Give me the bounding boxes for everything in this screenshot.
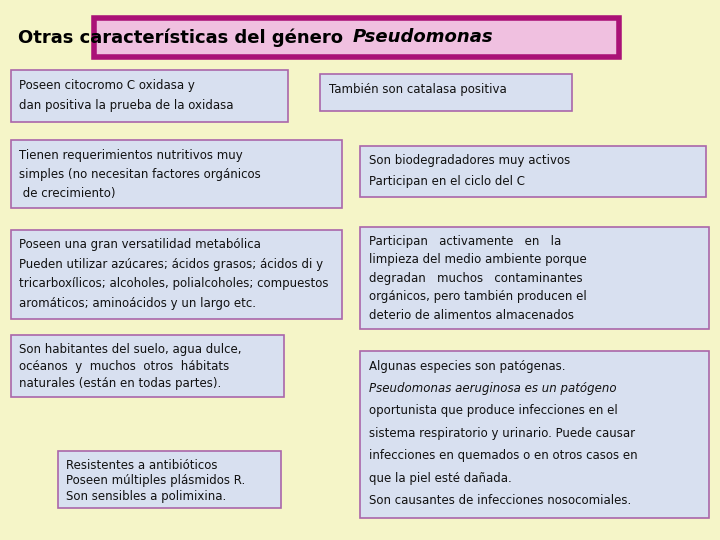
Text: También son catalasa positiva: También son catalasa positiva — [329, 83, 507, 96]
FancyBboxPatch shape — [11, 335, 284, 397]
Text: que la piel esté dañada.: que la piel esté dañada. — [369, 471, 511, 484]
Text: Poseen citocromo C oxidasa y: Poseen citocromo C oxidasa y — [19, 79, 195, 92]
Text: Algunas especies son patógenas.: Algunas especies son patógenas. — [369, 360, 565, 373]
FancyBboxPatch shape — [320, 74, 572, 111]
Text: deterio de alimentos almacenados: deterio de alimentos almacenados — [369, 308, 574, 321]
Text: Participan   activamente   en   la: Participan activamente en la — [369, 235, 561, 248]
Text: dan positiva la prueba de la oxidasa: dan positiva la prueba de la oxidasa — [19, 99, 234, 112]
Text: limpieza del medio ambiente porque: limpieza del medio ambiente porque — [369, 253, 586, 266]
FancyBboxPatch shape — [360, 146, 706, 197]
FancyBboxPatch shape — [11, 70, 288, 122]
FancyBboxPatch shape — [360, 227, 709, 329]
Text: sistema respiratorio y urinario. Puede causar: sistema respiratorio y urinario. Puede c… — [369, 427, 635, 440]
Text: Son habitantes del suelo, agua dulce,: Son habitantes del suelo, agua dulce, — [19, 343, 242, 356]
Text: Pueden utilizar azúcares; ácidos grasos; ácidos di y: Pueden utilizar azúcares; ácidos grasos;… — [19, 258, 323, 271]
FancyBboxPatch shape — [11, 230, 342, 319]
FancyBboxPatch shape — [360, 351, 709, 518]
Text: tricarboxílicos; alcoholes, polialcoholes; compuestos: tricarboxílicos; alcoholes, polialcohole… — [19, 277, 329, 290]
Text: infecciones en quemados o en otros casos en: infecciones en quemados o en otros casos… — [369, 449, 637, 462]
FancyBboxPatch shape — [94, 18, 619, 57]
FancyBboxPatch shape — [11, 140, 342, 208]
Text: Otras características del género: Otras características del género — [18, 28, 349, 46]
Text: simples (no necesitan factores orgánicos: simples (no necesitan factores orgánicos — [19, 167, 261, 181]
Text: Son biodegradadores muy activos: Son biodegradadores muy activos — [369, 154, 570, 167]
Text: Tienen requerimientos nutritivos muy: Tienen requerimientos nutritivos muy — [19, 148, 243, 162]
Text: Son sensibles a polimixina.: Son sensibles a polimixina. — [66, 489, 227, 503]
Text: Pseudomonas aeruginosa es un patógeno: Pseudomonas aeruginosa es un patógeno — [369, 382, 616, 395]
Text: de crecimiento): de crecimiento) — [19, 186, 116, 200]
Text: degradan   muchos   contaminantes: degradan muchos contaminantes — [369, 272, 582, 285]
Text: aromáticos; aminoácidos y un largo etc.: aromáticos; aminoácidos y un largo etc. — [19, 296, 256, 309]
Text: naturales (están en todas partes).: naturales (están en todas partes). — [19, 377, 222, 390]
Text: Poseen una gran versatilidad metabólica: Poseen una gran versatilidad metabólica — [19, 238, 261, 251]
Text: Resistentes a antibióticos: Resistentes a antibióticos — [66, 459, 217, 472]
Text: orgánicos, pero también producen el: orgánicos, pero también producen el — [369, 290, 586, 303]
FancyBboxPatch shape — [58, 451, 281, 508]
Text: océanos  y  muchos  otros  hábitats: océanos y muchos otros hábitats — [19, 360, 230, 373]
Text: Son causantes de infecciones nosocomiales.: Son causantes de infecciones nosocomiale… — [369, 494, 631, 507]
Text: oportunista que produce infecciones en el: oportunista que produce infecciones en e… — [369, 404, 617, 417]
Text: Poseen múltiples plásmidos R.: Poseen múltiples plásmidos R. — [66, 474, 246, 487]
Text: Pseudomonas: Pseudomonas — [353, 28, 493, 46]
Text: Participan en el ciclo del C: Participan en el ciclo del C — [369, 174, 525, 187]
